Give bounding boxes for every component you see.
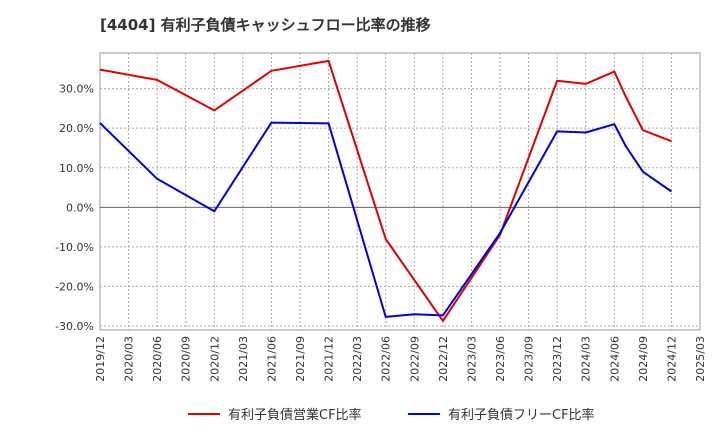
x-tick-label: 2023/06 (494, 336, 507, 382)
x-tick-label: 2019/12 (94, 336, 107, 382)
y-axis-ticks: 30.0% 20.0% 10.0% 0.0% -10.0% -20.0% -30.0% (55, 83, 94, 333)
x-tick-label: 2023/03 (465, 336, 478, 382)
y-tick-label: -10.0% (55, 241, 94, 254)
y-tick-label: 0.0% (66, 201, 94, 214)
x-tick-label: 2024/06 (608, 336, 621, 382)
y-tick-label: -20.0% (55, 280, 94, 293)
x-tick-label: 2020/12 (208, 336, 221, 382)
series-line-2 (99, 121, 672, 318)
x-tick-label: 2021/06 (265, 336, 278, 382)
x-tick-label: 2020/09 (180, 336, 193, 382)
x-tick-label: 2022/03 (351, 336, 364, 382)
y-tick-label: 10.0% (59, 162, 94, 175)
x-tick-label: 2022/12 (437, 336, 450, 382)
legend: 有利子負債営業CF比率 有利子負債フリーCF比率 (188, 407, 595, 423)
x-tick-label: 2022/06 (380, 336, 393, 382)
x-tick-label: 2021/12 (323, 336, 336, 382)
legend-label-2: 有利子負債フリーCF比率 (448, 407, 595, 423)
plot-area-border (99, 52, 701, 331)
x-tick-label: 2020/06 (151, 336, 164, 382)
series-lines (99, 59, 672, 322)
x-tick-label: 2024/09 (637, 336, 650, 382)
chart-title: [4404] 有利子負債キャッシュフロー比率の推移 (100, 16, 431, 34)
y-tick-label: -30.0% (55, 320, 94, 333)
x-tick-label: 2024/03 (580, 336, 593, 382)
x-tick-label: 2025/03 (694, 336, 707, 382)
x-tick-label: 2023/12 (551, 336, 564, 382)
x-axis-ticks: 2019/12 2020/03 2020/06 2020/09 2020/12 2021/… (94, 336, 707, 382)
x-tick-label: 2023/09 (523, 336, 536, 382)
x-tick-label: 2022/09 (408, 336, 421, 382)
series-line-1 (99, 59, 672, 322)
x-tick-label: 2020/03 (123, 336, 136, 382)
x-tick-label: 2024/12 (665, 336, 678, 382)
x-tick-label: 2021/03 (237, 336, 250, 382)
y-tick-label: 30.0% (59, 83, 94, 96)
x-tick-label: 2021/09 (294, 336, 307, 382)
grid-lines (100, 53, 700, 330)
legend-label-1: 有利子負債営業CF比率 (228, 407, 362, 423)
y-tick-label: 20.0% (59, 122, 94, 135)
